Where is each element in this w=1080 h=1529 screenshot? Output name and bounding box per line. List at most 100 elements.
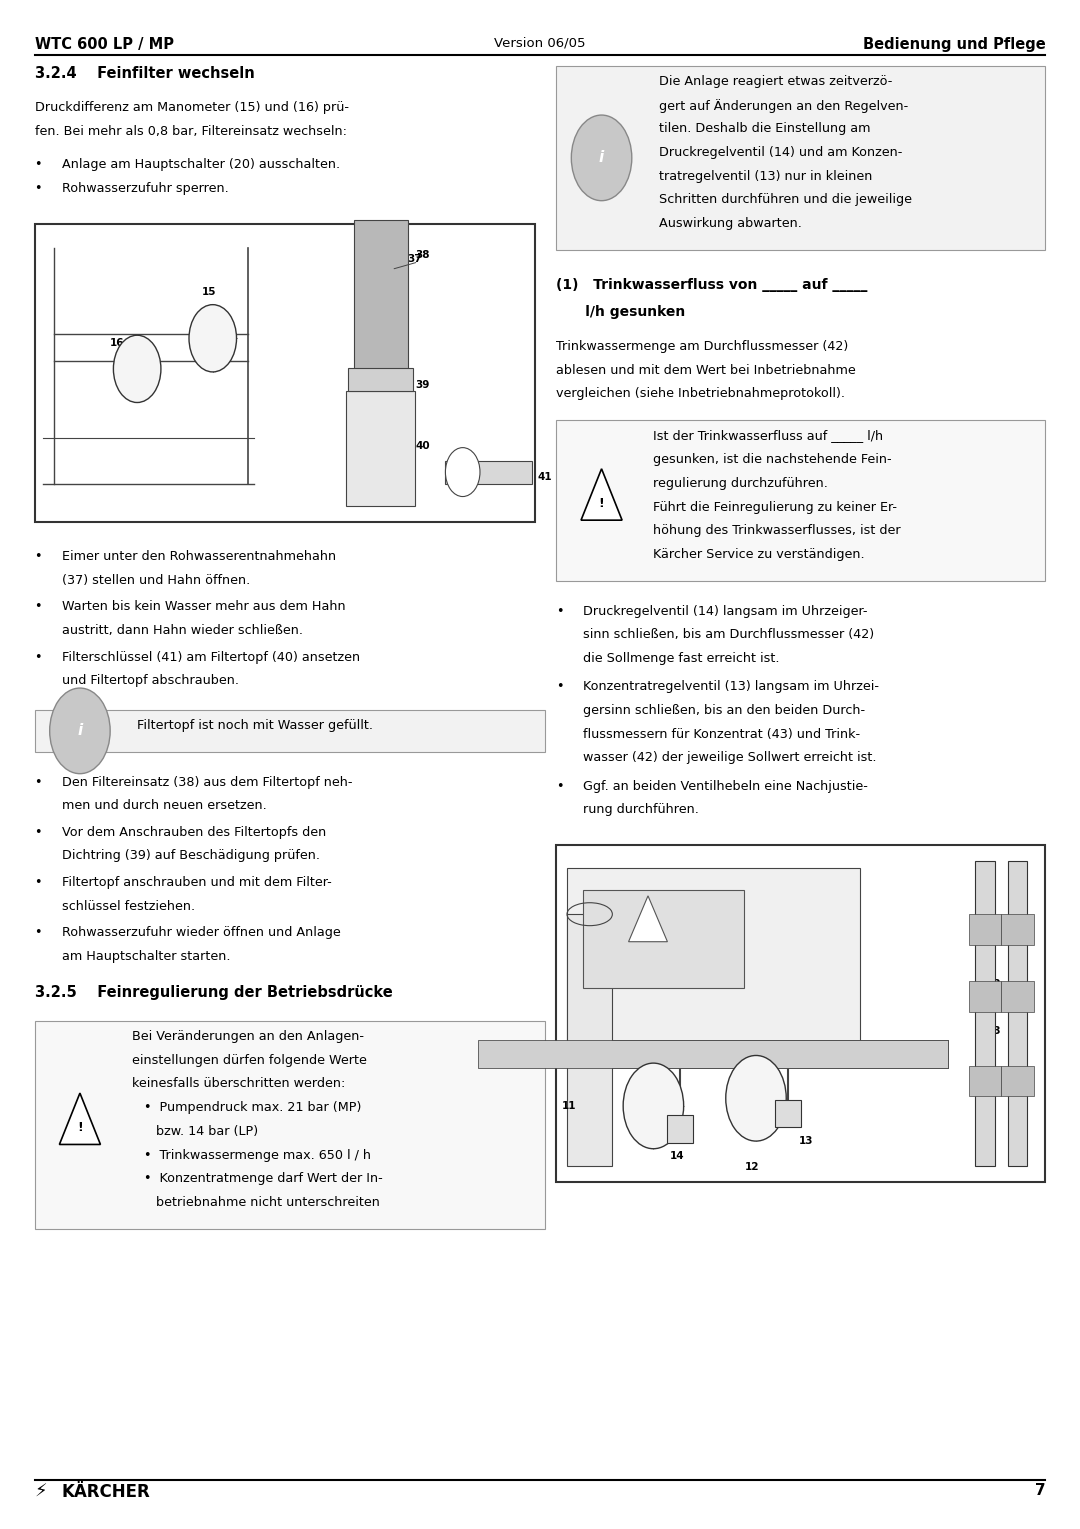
Text: fen. Bei mehr als 0,8 bar, Filtereinsatz wechseln:: fen. Bei mehr als 0,8 bar, Filtereinsatz… [35,125,347,138]
Text: Führt die Feinregulierung zu keiner Er-: Führt die Feinregulierung zu keiner Er- [653,500,897,514]
FancyBboxPatch shape [35,1021,545,1229]
Text: 13: 13 [799,1136,813,1145]
Text: Bei Veränderungen an den Anlagen-: Bei Veränderungen an den Anlagen- [132,1031,364,1043]
Bar [567,914,612,1167]
Text: Version 06/05: Version 06/05 [495,37,585,50]
Bar [1001,914,1034,945]
Bar [667,1115,693,1142]
Text: !: ! [77,1121,83,1135]
Text: rung durchführen.: rung durchführen. [583,803,699,816]
Text: tilen. Deshalb die Einstellung am: tilen. Deshalb die Einstellung am [659,122,870,136]
Bar [353,220,407,373]
Text: 38: 38 [415,251,430,260]
Text: die Sollmenge fast erreicht ist.: die Sollmenge fast erreicht ist. [583,651,780,665]
Text: 14: 14 [670,1151,685,1161]
Text: Dichtring (39) auf Beschädigung prüfen.: Dichtring (39) auf Beschädigung prüfen. [62,850,320,862]
Bar [35,223,535,521]
FancyBboxPatch shape [556,66,1045,249]
Text: Eimer unter den Rohwasserentnahmehahn: Eimer unter den Rohwasserentnahmehahn [62,550,336,563]
FancyBboxPatch shape [556,420,1045,581]
Text: höhung des Trinkwasserflusses, ist der: höhung des Trinkwasserflusses, ist der [653,524,901,537]
Bar [1001,1066,1034,1096]
Text: 12: 12 [745,1162,759,1171]
Text: Bedienung und Pflege: Bedienung und Pflege [863,37,1045,52]
Bar [1008,861,1027,1167]
Text: •: • [35,826,42,839]
Text: 3.2.4    Feinfilter wechseln: 3.2.4 Feinfilter wechseln [35,66,254,81]
Bar [478,1040,948,1067]
Text: (1)   Trinkwasserfluss von _____ auf _____: (1) Trinkwasserfluss von _____ auf _____ [556,278,867,292]
Circle shape [571,115,632,200]
Circle shape [445,448,480,497]
Text: Druckregelventil (14) langsam im Uhrzeiger-: Druckregelventil (14) langsam im Uhrzeig… [583,604,867,618]
Text: und Filtertopf abschrauben.: und Filtertopf abschrauben. [62,674,239,687]
Text: einstellungen dürfen folgende Werte: einstellungen dürfen folgende Werte [132,1053,366,1067]
Polygon shape [581,469,622,520]
Text: •  Konzentratmenge darf Wert der In-: • Konzentratmenge darf Wert der In- [132,1173,382,1185]
Text: ⚡: ⚡ [35,1483,48,1501]
Circle shape [50,688,110,774]
Text: Druckdifferenz am Manometer (15) und (16) prü-: Druckdifferenz am Manometer (15) und (16… [35,101,349,115]
Text: •: • [35,927,42,939]
Text: Warten bis kein Wasser mehr aus dem Hahn: Warten bis kein Wasser mehr aus dem Hahn [62,601,346,613]
Text: Vor dem Anschrauben des Filtertopfs den: Vor dem Anschrauben des Filtertopfs den [62,826,326,839]
Text: 16: 16 [110,338,124,349]
Text: 15: 15 [202,287,216,298]
Text: KÄRCHER: KÄRCHER [62,1483,150,1501]
Text: •: • [35,650,42,664]
Text: •: • [35,550,42,563]
Polygon shape [629,896,667,942]
Bar [556,846,1045,1182]
Text: Kärcher Service zu verständigen.: Kärcher Service zu verständigen. [653,547,865,561]
Text: 43: 43 [986,1026,1001,1035]
Text: gesunken, ist die nachstehende Fein-: gesunken, ist die nachstehende Fein- [653,453,892,466]
Text: Schritten durchführen und die jeweilige: Schritten durchführen und die jeweilige [659,193,912,206]
Bar [969,1066,1001,1096]
Text: 39: 39 [415,381,430,390]
Text: •: • [35,601,42,613]
Text: •: • [35,775,42,789]
FancyBboxPatch shape [35,709,545,752]
Text: gersinn schließen, bis an den beiden Durch-: gersinn schließen, bis an den beiden Dur… [583,703,865,717]
Text: austritt, dann Hahn wieder schließen.: austritt, dann Hahn wieder schließen. [62,624,302,638]
Text: l/h gesunken: l/h gesunken [556,304,686,318]
Text: Anlage am Hauptschalter (20) ausschalten.: Anlage am Hauptschalter (20) ausschalten… [62,157,340,171]
Text: 10: 10 [981,876,995,885]
Text: men und durch neuen ersetzen.: men und durch neuen ersetzen. [62,800,267,812]
Text: Auswirkung abwarten.: Auswirkung abwarten. [659,217,801,231]
Bar [567,868,860,1064]
Text: 7: 7 [1035,1483,1045,1498]
Bar [612,1040,948,1067]
Text: i: i [599,150,604,165]
Circle shape [189,304,237,372]
Text: •: • [556,680,564,693]
Text: •: • [556,604,564,618]
Text: 37: 37 [407,254,422,265]
Text: flussmessern für Konzentrat (43) und Trink-: flussmessern für Konzentrat (43) und Tri… [583,728,861,740]
Bar [975,861,995,1167]
Bar [348,368,413,391]
Circle shape [623,1063,684,1148]
Text: •: • [556,780,564,792]
Text: •: • [35,876,42,888]
Bar [445,460,531,483]
Text: •  Pumpendruck max. 21 bar (MP): • Pumpendruck max. 21 bar (MP) [132,1101,361,1115]
Bar [775,1099,801,1127]
Polygon shape [59,1093,100,1144]
Circle shape [113,335,161,402]
Text: betriebnahme nicht unterschreiten: betriebnahme nicht unterschreiten [132,1196,380,1209]
Text: ⚡: ⚡ [645,917,651,927]
Text: ablesen und mit dem Wert bei Inbetriebnahme: ablesen und mit dem Wert bei Inbetriebna… [556,364,856,376]
Text: 11: 11 [562,1101,576,1112]
Text: 41: 41 [537,472,552,483]
Bar [1001,982,1034,1012]
Bar [969,914,1001,945]
Text: wasser (42) der jeweilige Sollwert erreicht ist.: wasser (42) der jeweilige Sollwert errei… [583,751,877,764]
Text: sinn schließen, bis am Durchflussmesser (42): sinn schließen, bis am Durchflussmesser … [583,628,875,641]
Bar [583,890,744,988]
Text: Filtertopf ist noch mit Wasser gefüllt.: Filtertopf ist noch mit Wasser gefüllt. [137,719,374,732]
Text: 42: 42 [986,979,1001,989]
Circle shape [726,1055,786,1141]
Text: Trinkwassermenge am Durchflussmesser (42): Trinkwassermenge am Durchflussmesser (42… [556,339,849,353]
Text: 3.2.5    Feinregulierung der Betriebsdrücke: 3.2.5 Feinregulierung der Betriebsdrücke [35,985,392,1000]
